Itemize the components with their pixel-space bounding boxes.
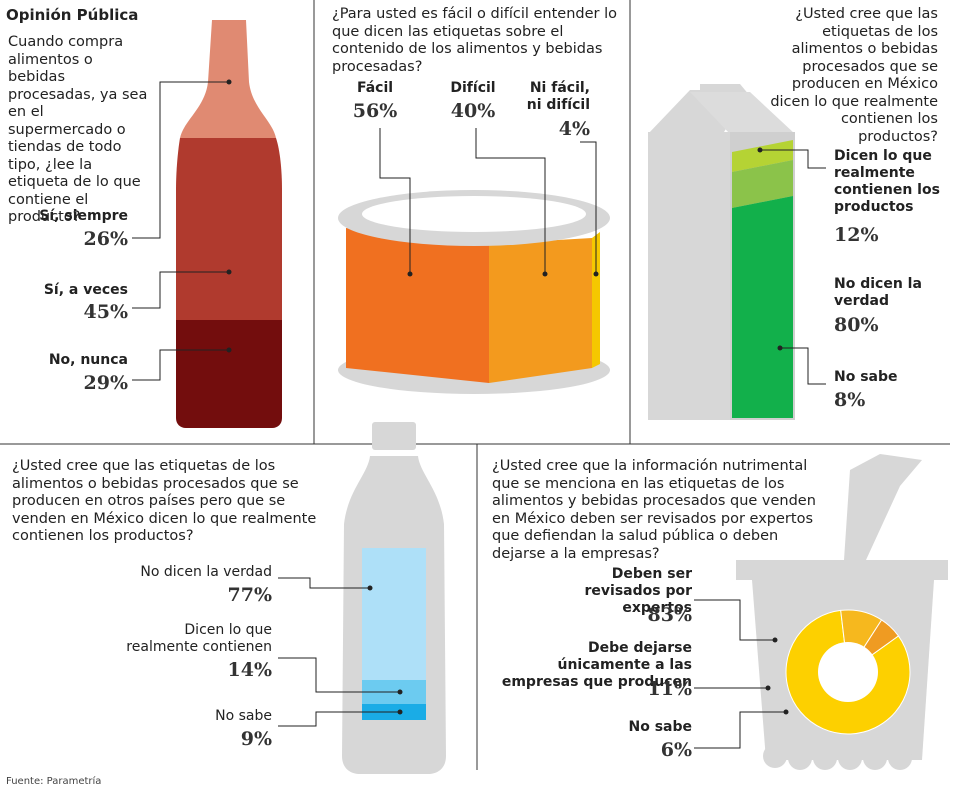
bar-no-sabe-mx xyxy=(732,140,793,172)
pct-facil: 56% xyxy=(352,100,398,122)
pct-no-dicen-ext: 77% xyxy=(227,584,273,606)
pct-no-nunca: 29% xyxy=(83,372,129,394)
question-5: ¿Usted cree que la información nutriment… xyxy=(492,458,816,562)
carton-chart xyxy=(648,84,826,420)
bar-no-dicen-ext xyxy=(362,548,426,680)
bar-ni-facil xyxy=(592,232,600,368)
question-4: ¿Usted cree que las etiquetas de los ali… xyxy=(12,458,317,544)
bottle-chart xyxy=(132,20,282,428)
bar-dicen-mx xyxy=(732,160,793,208)
label-dicen-mx: Dicen lo que realmente contienen los pro… xyxy=(834,148,940,215)
pct-expertos: 83% xyxy=(647,604,693,626)
pct-no-sabe-ext: 9% xyxy=(240,728,272,750)
question-2: ¿Para usted es fácil o difícil entender … xyxy=(332,6,617,75)
question-1: Cuando compra alimentos o bebidas proces… xyxy=(8,34,148,225)
pct-si-siempre: 26% xyxy=(83,228,129,250)
bar-no-nunca xyxy=(176,320,282,428)
pct-no-sabe-cup: 6% xyxy=(660,739,692,761)
label-no-sabe-ext: No sabe xyxy=(215,708,272,724)
bar-facil xyxy=(346,228,489,383)
pct-empresas: 11% xyxy=(647,678,693,700)
label-expertos: Deben ser revisados por expertos xyxy=(584,566,693,616)
pct-dicen-ext: 14% xyxy=(227,659,273,681)
label-dicen-ext: Dicen lo que realmente contienen xyxy=(126,622,272,655)
label-facil: Fácil xyxy=(356,80,394,96)
label-no-dicen-ext: No dicen la verdad xyxy=(140,564,272,580)
label-no-dicen-mx: No dicen la verdad xyxy=(834,276,922,309)
source-note: Fuente: Parametría xyxy=(6,776,102,787)
can-chart xyxy=(338,128,610,394)
label-no-sabe-cup: No sabe xyxy=(628,719,692,735)
pct-no-sabe-mx: 8% xyxy=(834,389,866,411)
question-3: ¿Usted cree que las etiquetas de los ali… xyxy=(770,6,938,145)
label-si-siempre: Sí, siempre xyxy=(39,208,128,224)
pct-si-a-veces: 45% xyxy=(83,301,129,323)
pct-dicen-mx: 12% xyxy=(834,224,879,246)
bar-no-dicen-mx xyxy=(732,196,793,418)
bar-dificil xyxy=(489,238,592,383)
bar-si-siempre xyxy=(180,20,276,138)
pct-no-dicen-mx: 80% xyxy=(834,314,879,336)
plastic-bottle-chart xyxy=(278,422,446,774)
label-si-a-veces: Sí, a veces xyxy=(43,282,128,298)
pct-dificil: 40% xyxy=(450,100,496,122)
label-no-nunca: No, nunca xyxy=(48,352,128,368)
label-no-sabe-mx: No sabe xyxy=(834,369,898,385)
label-ni-facil: Ni fácil, ni difícil xyxy=(526,80,590,113)
label-dificil: Difícil xyxy=(450,80,496,96)
bar-si-a-veces xyxy=(176,138,282,320)
page-title: Opinión Pública xyxy=(6,6,139,24)
label-empresas: Debe dejarse únicamente a las empresas q… xyxy=(501,640,692,690)
pct-ni-facil: 4% xyxy=(558,118,590,140)
